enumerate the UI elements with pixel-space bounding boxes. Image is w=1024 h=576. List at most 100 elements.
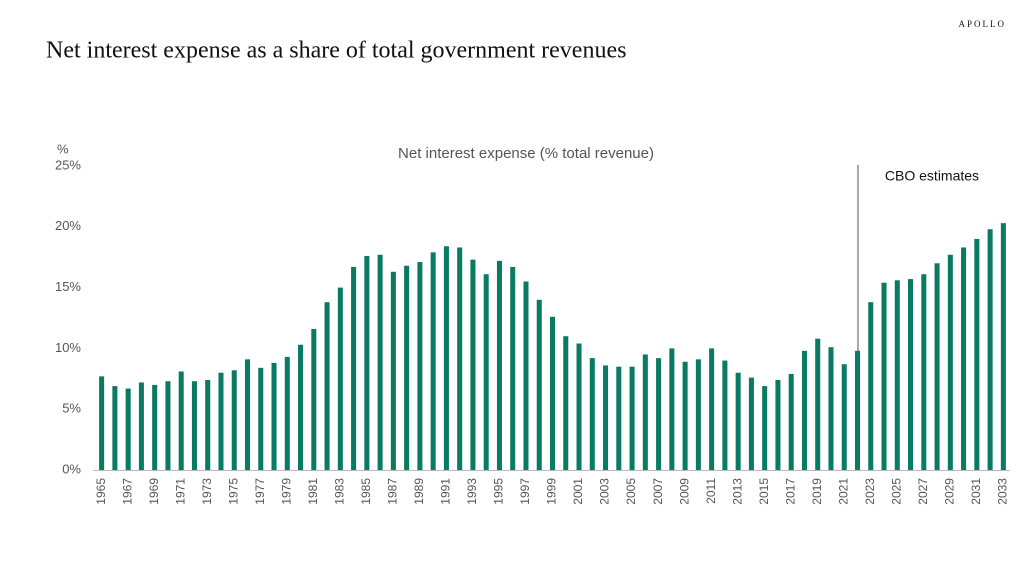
x-tick-label: 2025 <box>889 478 903 505</box>
x-tick-label: 1981 <box>306 478 320 505</box>
x-tick-label: 2013 <box>730 478 744 505</box>
x-tick-label: 1985 <box>359 478 373 505</box>
bar <box>828 347 834 470</box>
bar <box>961 247 967 470</box>
x-tick-label: 1969 <box>147 478 161 505</box>
bar <box>801 350 807 470</box>
bar <box>112 386 118 470</box>
annotation: CBO estimates <box>885 168 979 184</box>
bar <box>443 246 449 470</box>
bar <box>987 229 993 470</box>
bar <box>722 360 728 470</box>
bar <box>417 262 423 470</box>
y-tick-label: 5% <box>62 401 81 416</box>
y-tick-label: 15% <box>55 279 81 294</box>
x-tick-label: 1999 <box>545 478 559 505</box>
bar <box>178 371 184 470</box>
bar <box>99 376 105 470</box>
bar <box>510 266 516 470</box>
x-tick-label: 1995 <box>492 478 506 505</box>
x-tick-label: 1993 <box>465 478 479 505</box>
bar <box>258 367 264 470</box>
bar <box>908 279 914 470</box>
brand: APOLLO <box>959 19 1007 29</box>
bar <box>205 380 211 470</box>
x-tick-label: 2017 <box>783 478 797 505</box>
x-tick-label: 1975 <box>226 478 240 505</box>
bar <box>616 366 622 470</box>
bar <box>815 338 821 470</box>
x-tick-label: 2011 <box>704 478 718 504</box>
bar <box>324 302 330 470</box>
bar <box>549 316 556 470</box>
bar <box>748 377 754 470</box>
bar <box>934 263 940 470</box>
bar <box>523 281 529 470</box>
bar <box>709 348 715 470</box>
x-tick-label: 2005 <box>624 478 638 505</box>
bar <box>218 372 224 470</box>
y-tick-label: 0% <box>62 461 81 476</box>
bar <box>656 358 662 470</box>
bar <box>125 388 131 470</box>
x-tick-label: 2031 <box>969 478 983 505</box>
bar <box>894 280 900 470</box>
x-tick-label: 2009 <box>677 478 691 505</box>
bar <box>762 386 768 470</box>
x-tick-label: 1977 <box>253 478 267 505</box>
x-tick-label: 1987 <box>386 478 400 505</box>
x-tick-label: 2015 <box>757 478 771 505</box>
bar <box>138 382 144 470</box>
bar <box>576 343 582 470</box>
x-tick-label: 2029 <box>942 478 956 505</box>
bar <box>735 372 741 470</box>
x-tick-label: 2001 <box>571 478 585 505</box>
y-tick-label: 10% <box>55 340 81 355</box>
bar <box>629 366 635 470</box>
bar <box>165 381 171 470</box>
bar <box>881 282 887 470</box>
bar <box>669 348 675 470</box>
x-tick-label: 1983 <box>332 478 346 505</box>
bar <box>152 384 158 470</box>
bar <box>947 254 953 470</box>
bar <box>775 380 781 470</box>
bar <box>311 328 317 470</box>
chart-title: Net interest expense as a share of total… <box>46 38 626 64</box>
bar <box>191 381 197 470</box>
x-tick-label: 1965 <box>94 478 108 505</box>
x-tick-label: 2007 <box>651 478 665 505</box>
bar <box>603 365 609 470</box>
bar <box>589 358 595 470</box>
bar <box>284 356 290 470</box>
bar <box>841 364 847 470</box>
bar <box>351 266 357 470</box>
x-tick-label: 1979 <box>279 478 293 505</box>
bar <box>788 373 794 470</box>
x-tick-label: 1967 <box>120 478 134 505</box>
bar <box>854 350 861 470</box>
y-axis-label: % <box>57 141 69 156</box>
bar <box>244 359 251 470</box>
x-tick-label: 2019 <box>810 478 824 505</box>
bar <box>536 299 542 470</box>
bar <box>364 255 370 470</box>
bar <box>470 259 476 470</box>
x-tick-label: 2023 <box>863 478 877 505</box>
x-tick-label: 2033 <box>996 478 1010 505</box>
x-tick-label: 1973 <box>200 478 214 505</box>
bar <box>695 359 701 470</box>
x-tick-label: 2003 <box>598 478 612 505</box>
bar <box>483 274 489 470</box>
bar <box>377 254 383 470</box>
bar <box>457 247 463 470</box>
chart-subtitle: Net interest expense (% total revenue) <box>398 145 654 162</box>
x-tick-label: 1991 <box>439 478 453 505</box>
x-tick-label: 1997 <box>518 478 532 505</box>
x-tick-label: 1971 <box>173 478 187 505</box>
bar <box>430 252 436 470</box>
bar <box>496 260 502 470</box>
x-tick-label: 1989 <box>412 478 426 505</box>
bar <box>390 271 396 470</box>
